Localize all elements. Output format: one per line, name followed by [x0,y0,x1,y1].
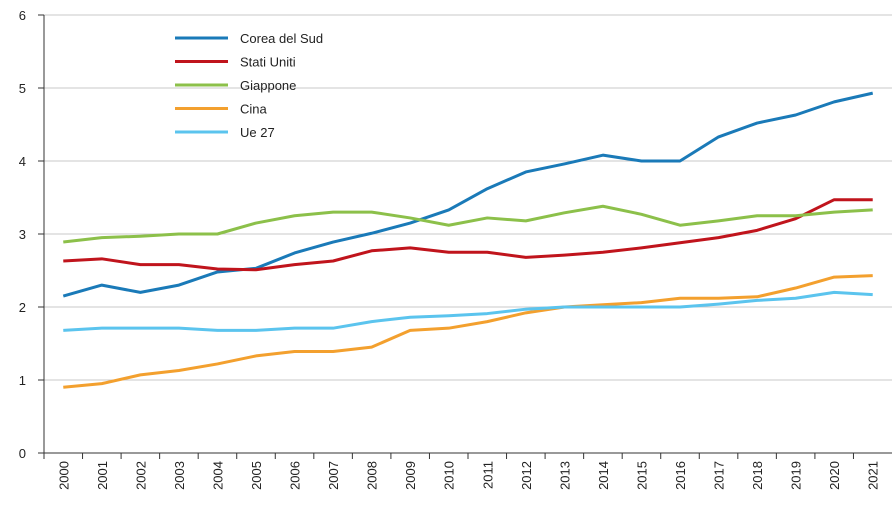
x-tick-label: 2003 [172,461,187,490]
x-tick-label: 2007 [326,461,341,490]
y-tick-label: 1 [19,373,26,388]
x-tick-label: 2020 [827,461,842,490]
line-series [63,274,873,389]
x-tick-label: 2014 [596,461,611,490]
y-tick-label: 5 [19,81,26,96]
x-tick-label: 2019 [789,461,804,490]
x-tick-label: 2010 [442,461,457,490]
legend-label: Stati Uniti [240,55,296,70]
legend-label: Ue 27 [240,125,275,140]
legend-label: Cina [240,102,268,117]
x-tick-label: 2017 [712,461,727,490]
line-series [63,198,873,272]
y-tick-label: 4 [19,154,26,169]
x-tick-label: 2011 [480,461,495,489]
y-tick-label: 0 [19,446,26,461]
x-tick-label: 2006 [288,461,303,490]
x-tick-label: 2015 [634,461,649,490]
y-tick-label: 6 [19,8,26,23]
x-tick-label: 2021 [866,461,881,490]
legend-label: Corea del Sud [240,31,323,46]
x-tick-label: 2009 [403,461,418,490]
x-tick-label: 2012 [519,461,534,490]
x-tick-label: 2005 [249,461,264,490]
x-tick-label: 2013 [557,461,572,490]
y-tick-label: 2 [19,300,26,315]
line-series [63,290,873,332]
x-tick-label: 2002 [133,461,148,490]
x-tick-label: 2018 [750,461,765,490]
x-tick-label: 2008 [365,461,380,490]
x-tick-label: 2004 [210,461,225,490]
line-series [63,204,873,244]
x-tick-label: 2000 [56,461,71,490]
line-series [62,91,874,298]
y-tick-label: 3 [19,227,26,242]
legend-label: Giappone [240,78,296,93]
x-tick-label: 2016 [673,461,688,490]
x-tick-label: 2001 [95,461,110,490]
